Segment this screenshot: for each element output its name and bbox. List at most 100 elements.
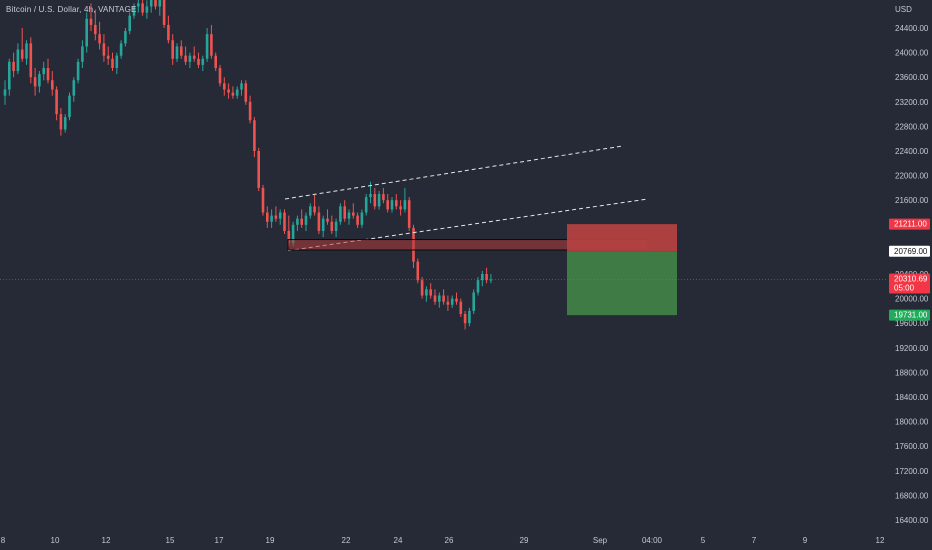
price-tick-label: 19600.00 bbox=[895, 319, 929, 328]
candle bbox=[248, 95, 252, 124]
candle-body bbox=[261, 187, 265, 213]
candle-body bbox=[205, 34, 209, 59]
candle bbox=[304, 212, 308, 231]
candle-body bbox=[352, 212, 355, 216]
candle-body bbox=[111, 58, 114, 68]
candle bbox=[334, 218, 338, 238]
candle bbox=[227, 83, 230, 99]
candle-body bbox=[158, 0, 162, 7]
candle-body bbox=[106, 55, 110, 59]
candle-body bbox=[171, 40, 174, 59]
candle-body bbox=[326, 218, 329, 222]
candle bbox=[42, 61, 45, 81]
candle-body bbox=[235, 89, 239, 96]
candle bbox=[76, 58, 80, 84]
symbol-label[interactable]: Bitcoin / U.S. Dollar, 4h, VANTAGE bbox=[6, 5, 137, 14]
candle-body bbox=[369, 194, 372, 198]
price-tag-value: 20310.69 bbox=[894, 274, 928, 283]
price-axis[interactable]: USD 24400.00 24000.00 23600.00 23200.00 22800… bbox=[895, 5, 929, 525]
candle bbox=[8, 58, 11, 96]
candle bbox=[59, 107, 63, 136]
candle bbox=[468, 307, 471, 327]
candle-body bbox=[115, 55, 119, 68]
price-tag-box bbox=[889, 218, 930, 230]
candle-body bbox=[214, 55, 217, 68]
candle-body bbox=[283, 212, 286, 231]
candle-body bbox=[55, 89, 58, 115]
candle bbox=[240, 80, 243, 96]
candle bbox=[343, 200, 346, 222]
candle bbox=[180, 40, 183, 59]
candle-body bbox=[377, 194, 381, 207]
candle bbox=[403, 187, 407, 213]
candle-body bbox=[76, 61, 80, 81]
candle bbox=[429, 283, 432, 299]
candle-body bbox=[240, 83, 243, 90]
candle-body bbox=[433, 295, 437, 302]
candle bbox=[425, 286, 428, 302]
candle bbox=[442, 289, 445, 305]
candle-body bbox=[485, 274, 488, 281]
candle-body bbox=[25, 43, 28, 59]
candle bbox=[330, 215, 334, 235]
price-tag-value: 20769.00 bbox=[894, 247, 928, 256]
candle-body bbox=[102, 43, 106, 56]
candle-body bbox=[386, 200, 389, 210]
candle-body bbox=[128, 15, 131, 32]
price-tick-label: 18800.00 bbox=[895, 368, 929, 377]
candle-body bbox=[253, 120, 256, 151]
candle bbox=[137, 0, 140, 13]
candle bbox=[124, 28, 127, 47]
price-tick-label: 22800.00 bbox=[895, 122, 929, 131]
candle-body bbox=[94, 24, 97, 35]
candle bbox=[20, 28, 24, 62]
candle-body bbox=[119, 43, 123, 56]
candle bbox=[377, 190, 381, 210]
candle-body bbox=[330, 221, 334, 231]
candle-body bbox=[390, 200, 394, 210]
candle-body bbox=[231, 92, 235, 96]
candle-body bbox=[210, 34, 213, 56]
candle-body bbox=[38, 74, 41, 87]
candle bbox=[339, 203, 342, 225]
candle-body bbox=[455, 298, 458, 302]
price-tick-label: 17200.00 bbox=[895, 467, 929, 476]
candle bbox=[111, 52, 114, 72]
candle-body bbox=[81, 46, 84, 62]
candle bbox=[210, 24, 213, 59]
candle bbox=[33, 67, 37, 96]
time-axis[interactable]: 8 10 12 15 17 19 22 24 26 29 Sep 04:00 5 7 9 12 bbox=[1, 536, 885, 545]
candle-body bbox=[98, 34, 101, 44]
candle bbox=[162, 0, 166, 28]
candle bbox=[12, 52, 15, 78]
candle-body bbox=[154, 0, 157, 7]
candle-body bbox=[489, 279, 493, 281]
candle bbox=[485, 267, 488, 284]
candle-body bbox=[266, 212, 269, 222]
candle-body bbox=[162, 0, 166, 25]
candle bbox=[3, 80, 7, 105]
candle bbox=[399, 200, 402, 216]
candle bbox=[433, 289, 437, 305]
candle bbox=[85, 12, 88, 53]
candle-body bbox=[364, 197, 368, 213]
candle-body bbox=[218, 67, 222, 84]
stop-loss-zone bbox=[567, 224, 677, 252]
candle-body bbox=[59, 114, 63, 130]
candle-body bbox=[468, 310, 471, 324]
candle-body bbox=[476, 280, 480, 293]
candle-body bbox=[309, 206, 312, 216]
candle bbox=[115, 52, 119, 75]
candle bbox=[420, 277, 424, 299]
price-tag-countdown: 05:00 bbox=[894, 283, 915, 292]
candle-body bbox=[20, 49, 24, 59]
candle bbox=[197, 52, 200, 68]
candle-body bbox=[339, 206, 342, 222]
candle-body bbox=[274, 215, 278, 219]
candle-body bbox=[360, 212, 364, 225]
candle bbox=[46, 58, 50, 84]
candle bbox=[313, 194, 316, 216]
candle-body bbox=[472, 292, 475, 311]
